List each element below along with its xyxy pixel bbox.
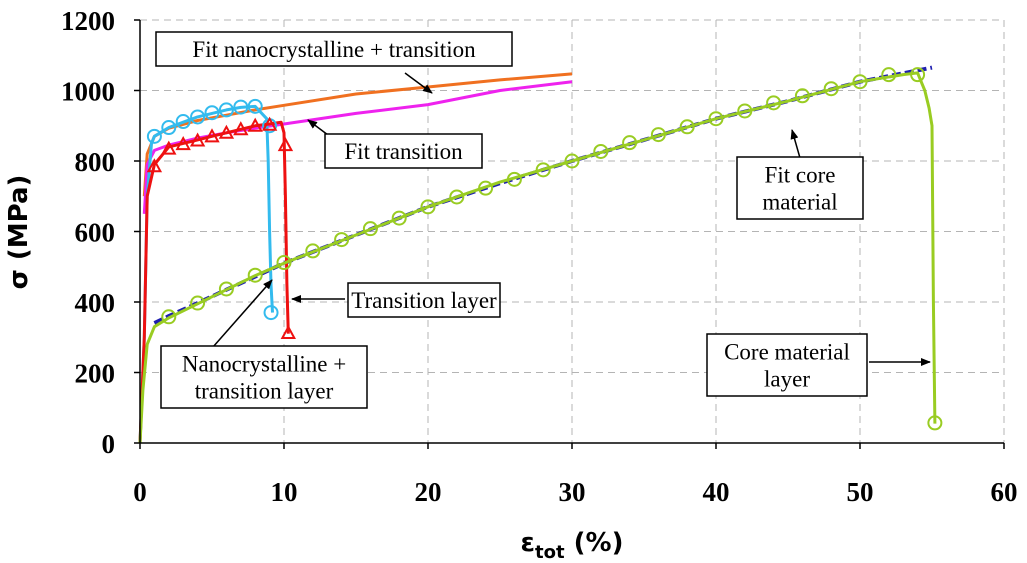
circle-marker [391,210,407,226]
circle-marker [146,128,162,144]
triangle-marker [189,132,206,147]
circle-marker [449,189,465,205]
circle-marker [161,120,177,136]
circle-marker [881,67,897,83]
circle-marker [564,153,580,169]
circle-marker [263,305,279,321]
circle-marker [708,111,724,127]
triangle-marker [280,324,297,340]
axes [134,19,1005,449]
annotation-box [347,282,501,318]
circle-marker [622,135,638,151]
circle-marker [593,143,609,159]
circle-marker [247,267,263,283]
circle-marker [247,98,263,114]
triangle-marker [175,135,191,151]
circle-marker [478,180,494,196]
annotation-label: Transition layer [351,288,497,313]
annotation-box [160,345,368,409]
data-markers [146,67,943,431]
circle-marker [650,127,666,143]
annotation-arrows [212,72,931,366]
circle-marker [794,88,810,104]
x-axis-symbol: ε [521,528,535,558]
circle-marker [535,162,551,178]
annotation-label: transition layer [195,379,334,404]
triangle-marker [146,158,163,173]
annotation-box [736,156,864,220]
x-tick-label: 50 [847,477,874,507]
y-tick-label: 800 [75,147,116,177]
series-line-4 [138,120,290,444]
triangle-marker [247,117,263,132]
y-tick-label: 200 [75,359,116,389]
circle-marker [910,67,926,83]
circle-marker [190,295,206,311]
annotation-label: layer [764,367,810,392]
x-axis-title: εtot (%) [521,528,624,563]
axis-titles: σ (MPa) εtot (%) [4,175,623,563]
triangle-marker [277,137,294,152]
annotation-arrow [404,72,433,94]
circle-marker [420,199,436,215]
x-axis-subscript: tot [535,542,565,563]
circle-marker [204,105,220,121]
y-tick-label: 600 [75,218,116,248]
annotation-label: Fit core [765,163,836,188]
circle-marker [362,221,378,237]
y-tick-label: 1200 [61,6,115,36]
annotation-arrow [790,129,801,159]
y-tick-label: 0 [102,429,116,459]
annotation-label: Fit nanocrystalline + transition [192,37,476,62]
annotation-box [324,133,483,169]
y-tick-label: 400 [75,288,116,318]
circle-marker [506,171,522,187]
circle-marker [233,99,249,115]
annotation-label: Core material [724,340,850,365]
annotation-label: Nanocrystalline + [182,352,346,377]
triangle-marker [161,140,177,155]
circle-marker [305,243,321,259]
x-tick-label: 60 [991,477,1018,507]
annotations: Fit nanocrystalline + transition Fit tran… [155,31,868,409]
annotation-box [706,333,868,397]
x-tick-label: 40 [703,477,730,507]
circle-marker [927,415,943,431]
circle-marker [737,103,753,119]
annotation-arrow [307,119,329,136]
circle-marker [218,281,234,297]
triangle-marker [204,128,220,143]
x-tick-label: 30 [559,477,586,507]
x-tick-label: 10 [271,477,298,507]
series-line-3 [138,104,274,444]
x-tick-label: 20 [415,477,442,507]
annotation-box [155,31,513,67]
circle-marker [190,109,206,125]
y-axis-title: σ (MPa) [4,175,34,290]
circle-marker [334,232,350,248]
triangle-marker [233,121,249,136]
circle-marker [161,309,177,325]
x-axis-unit: (%) [565,528,624,558]
circle-marker [276,255,292,271]
circle-marker [823,81,839,97]
circle-marker [218,102,234,118]
circle-marker [766,95,782,111]
annotation-arrow [212,279,273,348]
x-tick-label: 0 [133,477,147,507]
annotation-label: material [762,190,837,215]
annotation-label: Fit transition [344,139,463,164]
circle-marker [175,114,191,130]
circle-marker [679,119,695,135]
triangle-marker [218,124,235,139]
y-tick-label: 1000 [61,77,115,107]
triangle-marker [261,116,278,131]
circle-marker [852,74,868,90]
